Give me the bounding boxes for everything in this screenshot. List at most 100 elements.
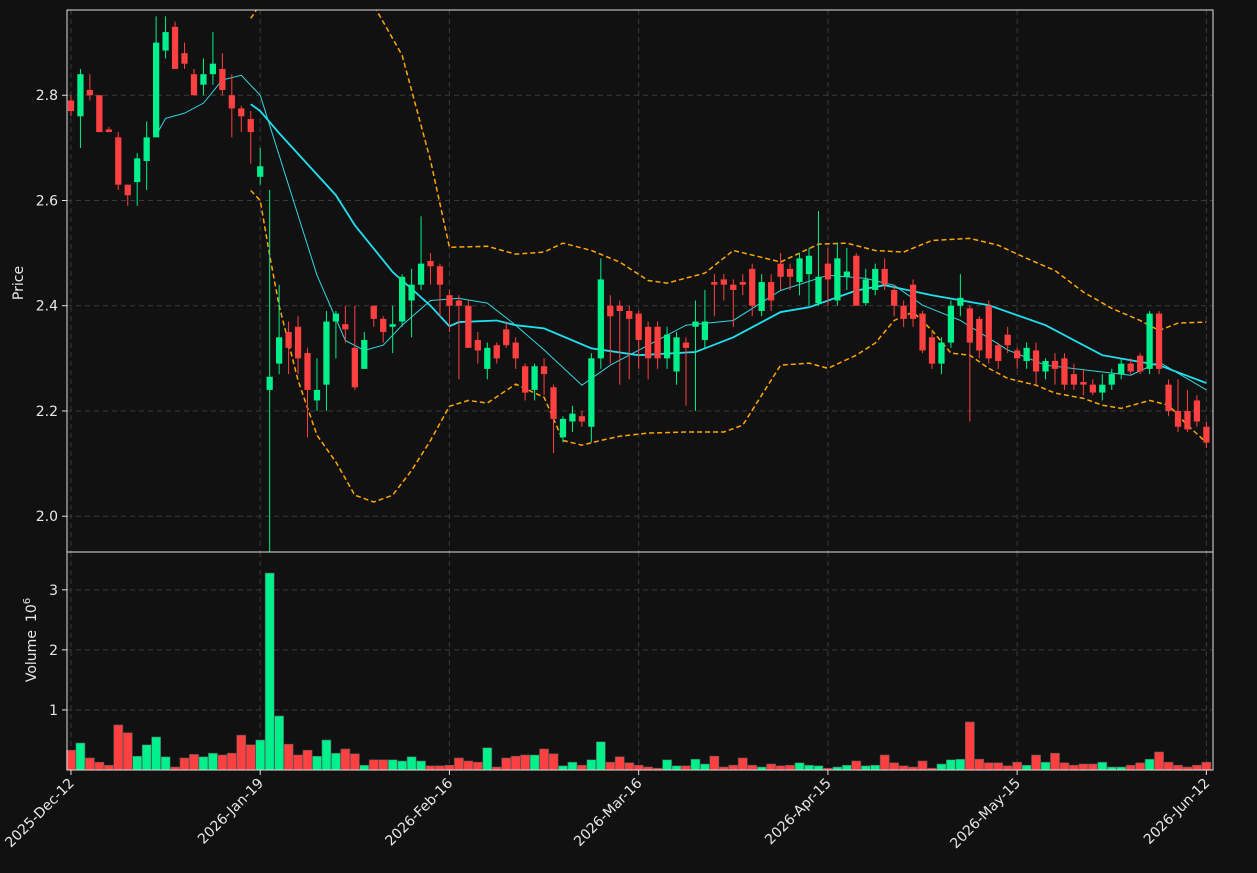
volume-bar xyxy=(1021,764,1032,771)
candle-body xyxy=(77,74,84,117)
volume-bar xyxy=(264,572,275,771)
candle-body xyxy=(1127,363,1134,372)
y-tick-label: 2.4 xyxy=(36,299,58,315)
volume-bar xyxy=(208,752,218,771)
volume-bar xyxy=(841,764,852,771)
candle-body xyxy=(361,339,368,369)
candle-body xyxy=(1155,313,1163,369)
candle-body xyxy=(399,276,406,322)
candle-body xyxy=(1184,410,1191,430)
volume-bar xyxy=(993,762,1004,771)
candle-body xyxy=(739,282,746,285)
volume-bar xyxy=(122,732,133,771)
candle-body xyxy=(389,324,396,327)
candle-body xyxy=(380,318,387,333)
candle-body xyxy=(1042,360,1049,372)
candle-body xyxy=(881,268,888,285)
y-tick-label: 2.6 xyxy=(36,193,58,209)
volume-bar xyxy=(416,760,426,771)
volume-bar xyxy=(700,763,710,771)
candle-body xyxy=(1089,384,1096,393)
volume-bar xyxy=(113,724,124,771)
volume-bar xyxy=(378,759,389,771)
candle-body xyxy=(834,258,841,301)
volume-bar xyxy=(586,759,597,771)
candle-body xyxy=(323,321,330,385)
volume-bar xyxy=(728,764,739,771)
volume-bar xyxy=(293,754,303,771)
candle-body xyxy=(957,297,964,306)
volume-bar xyxy=(946,759,956,771)
candle-body xyxy=(768,282,775,301)
volume-bar xyxy=(539,748,549,771)
price-axis-label: Price xyxy=(11,266,27,300)
candle-body xyxy=(692,321,699,327)
candle-body xyxy=(749,268,756,306)
candle-body xyxy=(417,263,425,285)
candle-body xyxy=(720,279,727,285)
volume-bar xyxy=(226,752,237,771)
candle-body xyxy=(663,334,671,359)
candle-body xyxy=(995,345,1002,361)
volume-bar xyxy=(1125,764,1136,771)
volume-bar xyxy=(236,734,247,771)
volume-bar xyxy=(662,759,672,771)
volume-bar xyxy=(879,754,890,771)
volume-bar xyxy=(548,753,559,771)
volume-bar xyxy=(510,755,521,771)
volume-bar xyxy=(681,765,691,771)
volume-bar xyxy=(75,742,86,771)
candle-body xyxy=(67,100,75,112)
candle-body xyxy=(1070,374,1078,385)
volume-bar xyxy=(1163,761,1174,771)
volume-bar xyxy=(747,764,758,771)
candle-body xyxy=(332,313,340,322)
volume-bar xyxy=(103,764,114,771)
volume-bar xyxy=(1050,752,1060,771)
volume-bar xyxy=(851,760,862,771)
candle-body xyxy=(209,63,217,75)
volume-bar xyxy=(558,765,568,771)
candle-body xyxy=(919,313,926,351)
y-tick-label: 2.2 xyxy=(36,404,58,420)
candle-body xyxy=(143,137,150,162)
volume-bar xyxy=(936,763,947,771)
overlay-line xyxy=(250,10,1207,332)
candle-body xyxy=(86,89,94,96)
volume-bar xyxy=(368,759,379,771)
volume-bar xyxy=(964,721,975,771)
volume-bar xyxy=(217,754,228,771)
volume-bar xyxy=(775,765,786,771)
volume-bar xyxy=(709,755,720,771)
candle-body xyxy=(304,353,311,390)
candle-body xyxy=(682,342,690,348)
overlay-line xyxy=(250,103,1207,384)
candle-body xyxy=(436,266,444,285)
grid xyxy=(67,10,1213,770)
candle-body xyxy=(540,366,548,375)
candle-body xyxy=(266,376,273,390)
candle-body xyxy=(503,329,510,346)
candle-body xyxy=(985,305,992,359)
candle-body xyxy=(484,347,491,369)
volume-bar xyxy=(624,762,635,771)
volume-bar xyxy=(1173,764,1183,771)
volume-bar xyxy=(595,741,606,771)
candle-body xyxy=(1023,347,1030,361)
candle-body xyxy=(909,284,917,319)
volume-bar xyxy=(189,754,199,771)
volume-label: Volume xyxy=(24,630,40,682)
candle-body xyxy=(474,339,481,351)
candle-body xyxy=(853,255,860,306)
candle-body xyxy=(124,184,131,196)
volume-bar xyxy=(889,762,899,771)
volume-bar xyxy=(482,747,493,771)
volume-bar xyxy=(520,754,530,771)
candle-body xyxy=(522,366,529,393)
candle-body xyxy=(294,326,302,359)
volume-bar xyxy=(974,758,985,771)
candle-body xyxy=(1165,384,1172,411)
candle-body xyxy=(493,345,500,359)
candle-body xyxy=(455,300,463,306)
